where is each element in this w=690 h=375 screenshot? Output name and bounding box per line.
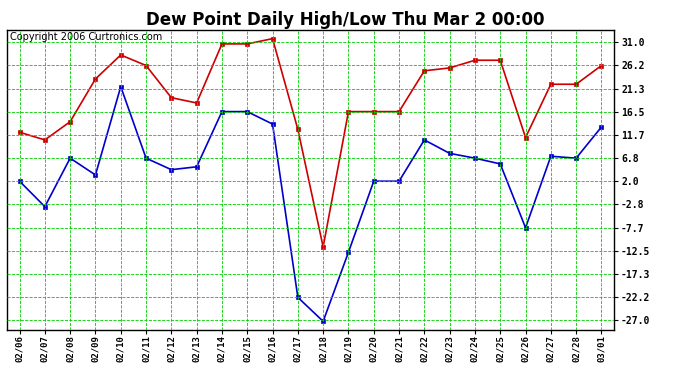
Text: Copyright 2006 Curtronics.com: Copyright 2006 Curtronics.com xyxy=(10,32,162,42)
Text: Dew Point Daily High/Low Thu Mar 2 00:00: Dew Point Daily High/Low Thu Mar 2 00:00 xyxy=(146,11,544,29)
